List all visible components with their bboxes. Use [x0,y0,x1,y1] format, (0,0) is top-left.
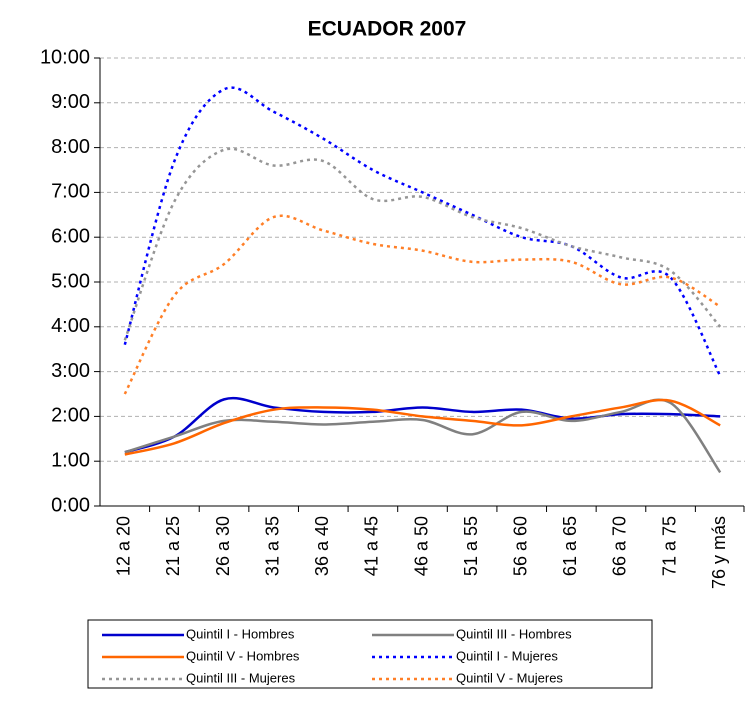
y-tick-label: 7:00 [51,181,90,203]
y-tick-label: 8:00 [51,136,90,158]
series-line [123,86,722,377]
x-tick-label: 12 a 20 [114,516,134,576]
legend-label: Quintil I - Mujeres [456,648,558,663]
legend-label: Quintil V - Hombres [186,648,300,663]
x-tick-label: 66 a 70 [610,516,630,576]
legend-box [87,619,653,689]
x-tick-label: 41 a 45 [362,516,382,576]
x-tick-label: 26 a 30 [213,516,233,576]
x-tick-label: 71 a 75 [659,516,679,576]
x-tick-label: 51 a 55 [461,516,481,576]
series-line [123,214,721,395]
series-line [123,147,722,341]
y-tick-label: 3:00 [51,360,90,382]
y-tick-label: 0:00 [51,494,90,516]
legend-label: Quintil V - Mujeres [456,670,563,685]
series-line [124,396,721,454]
y-tick-label: 5:00 [51,270,90,292]
y-tick-label: 10:00 [40,46,90,68]
series-line [124,398,721,456]
y-tick-label: 9:00 [51,91,90,113]
y-tick-label: 4:00 [51,315,90,337]
x-tick-label: 31 a 35 [262,516,282,576]
x-tick-label: 56 a 60 [510,516,530,576]
x-tick-label: 46 a 50 [411,516,431,576]
y-tick-label: 1:00 [51,449,90,471]
legend-label: Quintil III - Mujeres [186,670,296,685]
legend-label: Quintil III - Hombres [456,626,572,641]
x-tick-label: 36 a 40 [312,516,332,576]
y-tick-label: 6:00 [51,225,90,247]
series-line [124,398,722,474]
x-tick-label: 61 a 65 [560,516,580,576]
x-tick-label: 21 a 25 [163,516,183,576]
chart-title: ECUADOR 2007 [308,18,467,41]
legend-label: Quintil I - Hombres [186,626,295,641]
x-tick-label: 76 y más [709,516,729,589]
y-tick-label: 2:00 [51,405,90,427]
